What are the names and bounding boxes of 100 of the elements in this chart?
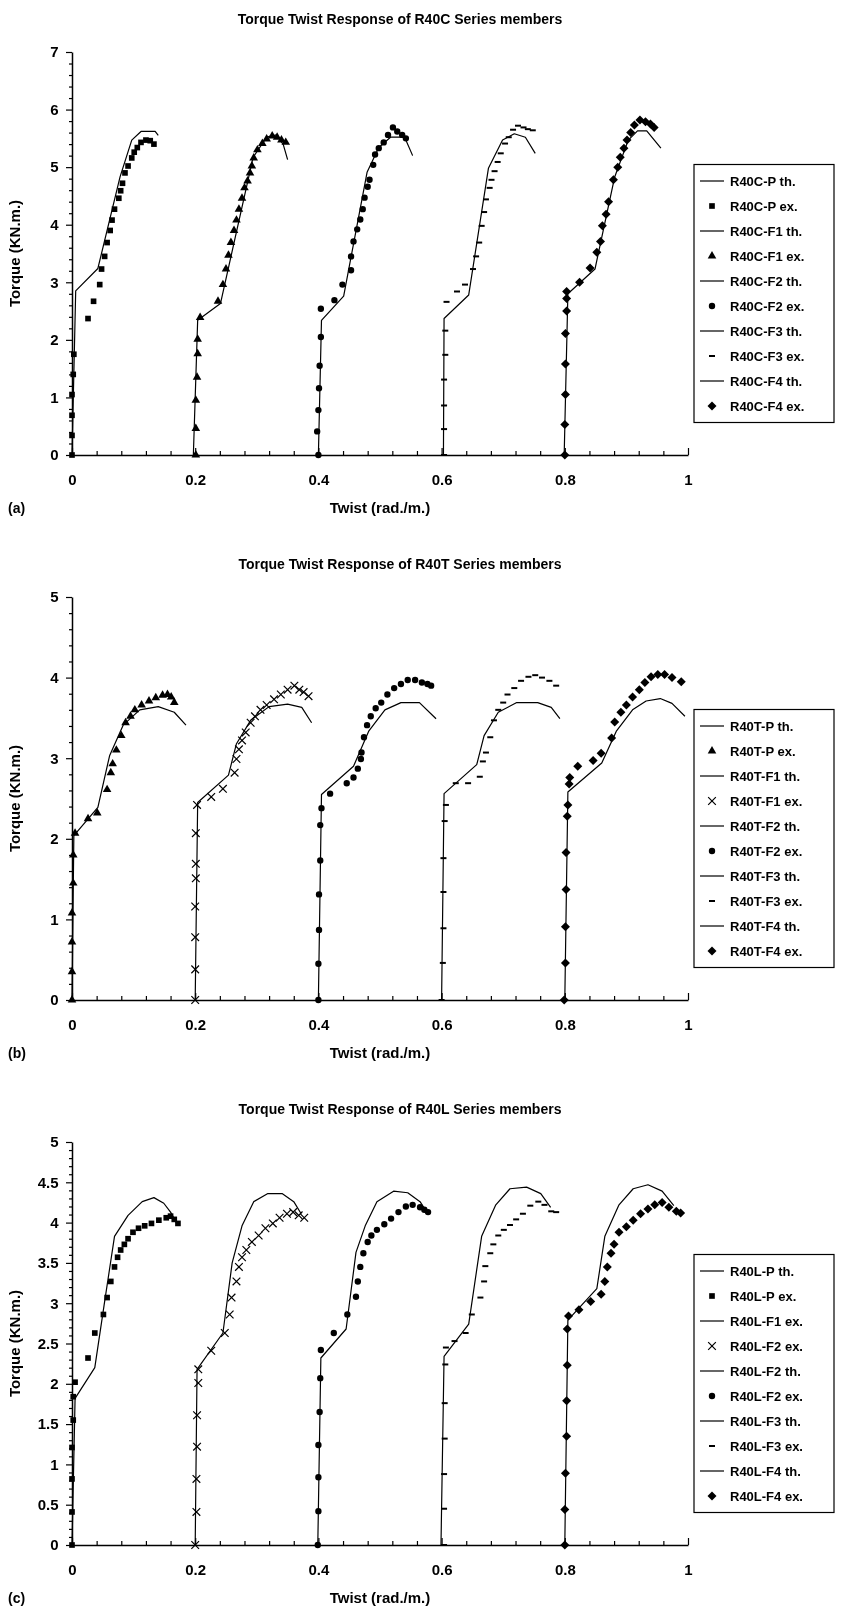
legend-label: R40C-F2 ex. [730, 298, 805, 314]
point [607, 733, 617, 743]
y-tick-label: 6 [50, 100, 59, 118]
x-tick-label: 0.4 [308, 1561, 330, 1578]
point [71, 351, 77, 358]
point [596, 1289, 606, 1299]
point [175, 1220, 181, 1227]
point [317, 1374, 324, 1382]
point [601, 209, 611, 219]
point [315, 1507, 322, 1515]
point [213, 296, 223, 304]
point [370, 161, 377, 169]
x-tick-label: 0.4 [308, 1016, 330, 1033]
point [560, 359, 570, 369]
legend-label: R40T-F2 ex. [730, 843, 803, 859]
point [69, 1476, 75, 1482]
point [562, 1431, 572, 1441]
x-axis-title: Twist (rad./m.) [329, 1044, 431, 1061]
point [357, 755, 365, 763]
point [220, 1328, 230, 1338]
point [193, 334, 202, 342]
point [315, 406, 322, 414]
point [191, 395, 201, 403]
point [326, 790, 334, 797]
point [606, 1248, 616, 1258]
point [315, 926, 323, 934]
point [246, 718, 256, 728]
point [256, 705, 265, 715]
point [614, 1227, 624, 1237]
y-tick-label: 7 [50, 43, 59, 61]
point [634, 685, 644, 695]
point [626, 128, 636, 138]
point [115, 195, 122, 202]
point [596, 236, 606, 246]
point [330, 1329, 337, 1337]
point [221, 264, 231, 272]
y-tick-label: 0 [50, 1536, 59, 1554]
point [107, 227, 114, 234]
legend-label: R40C-F3 ex. [730, 348, 805, 364]
point [96, 281, 103, 288]
point [402, 1203, 410, 1210]
point [69, 391, 75, 398]
point [600, 1276, 610, 1286]
point [283, 685, 293, 695]
point [90, 298, 97, 305]
point [135, 1225, 142, 1232]
point [125, 1235, 131, 1242]
legend-label: R40L-F1 ex. [730, 1313, 803, 1329]
point [234, 1262, 244, 1272]
chart-title: Torque Twist Response of R40L Series members [238, 1101, 562, 1117]
point [621, 700, 631, 710]
point [116, 730, 126, 739]
point [275, 1213, 285, 1223]
point [85, 1355, 91, 1361]
point [411, 676, 419, 684]
point [104, 1294, 110, 1301]
chart-title: Torque Twist Response of R40C Series members [237, 11, 563, 27]
point [237, 1252, 247, 1262]
point [122, 170, 128, 176]
legend-label: R40T-P ex. [730, 743, 796, 759]
text: (c) [8, 1590, 26, 1606]
y-tick-label: 1 [50, 910, 59, 928]
point [352, 1293, 360, 1300]
point [190, 902, 200, 911]
point [560, 1505, 570, 1515]
x-tick-label: 0.8 [554, 1561, 576, 1578]
point [660, 669, 670, 679]
point [126, 711, 135, 719]
y-axis-title: Torque (KN.m.) [6, 199, 23, 308]
legend-label: R40L-F2 th. [730, 1363, 801, 1379]
point [402, 135, 410, 142]
x-tick-label: 0.2 [185, 471, 207, 488]
point [237, 193, 247, 201]
point [676, 1208, 686, 1218]
point [72, 1379, 78, 1386]
y-tick-label: 4 [50, 216, 60, 234]
point [193, 1378, 203, 1388]
point [260, 1223, 270, 1233]
point [560, 1468, 570, 1478]
point [226, 237, 236, 246]
point [102, 784, 112, 793]
point [350, 774, 357, 781]
point [574, 1305, 584, 1315]
point [650, 1200, 660, 1210]
point [112, 745, 121, 753]
point [70, 1417, 77, 1423]
point [240, 182, 249, 191]
legend-label: R40T-F3 th. [730, 868, 801, 884]
point [608, 175, 618, 185]
point [395, 1208, 402, 1216]
point [119, 180, 126, 187]
legend-label: R40C-P th. [730, 173, 796, 189]
point [206, 1346, 216, 1356]
point [191, 423, 201, 431]
legend-label: R40L-F4 th. [730, 1463, 801, 1479]
point [424, 1208, 432, 1216]
point [98, 266, 105, 272]
point [596, 748, 606, 758]
point [289, 681, 299, 691]
legend-label: R40T-F1 th. [730, 768, 801, 784]
